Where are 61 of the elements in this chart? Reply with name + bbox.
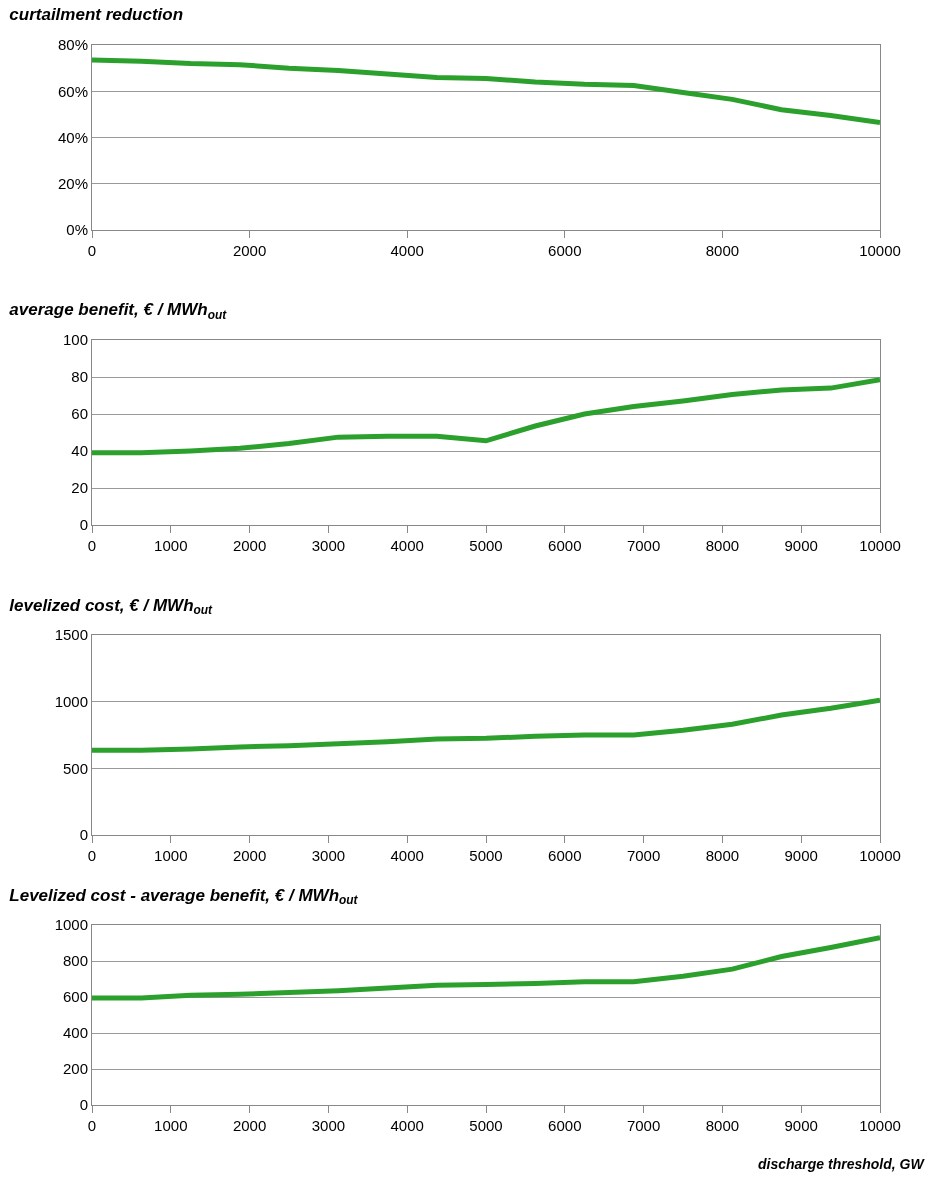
y-tick-label: 400 <box>62 1024 88 1042</box>
x-tick-label: 4000 <box>390 242 424 259</box>
y-tick-label: 500 <box>62 759 88 777</box>
y-tick-label: 40% <box>57 128 88 146</box>
x-tick-label: 4000 <box>390 537 424 554</box>
x-tick-label: 10000 <box>859 242 901 259</box>
y-tick-label: 80 <box>71 368 88 386</box>
x-tick-label: 5000 <box>469 847 503 864</box>
x-tick-label: 3000 <box>311 537 346 554</box>
x-tick-label: 6000 <box>548 242 582 259</box>
x-tick-label: 8000 <box>705 847 740 864</box>
chart-title: levelized cost, € / MWh$_{out}$ <box>9 595 214 618</box>
x-tick-label: 6000 <box>548 537 582 554</box>
y-tick-label: 600 <box>62 988 88 1006</box>
x-tick-label: 7000 <box>626 537 661 554</box>
x-tick-label: 3000 <box>311 847 346 864</box>
x-tick-label: 5000 <box>469 1117 503 1134</box>
chart-title: Levelized cost - average benefit, € / MWh$_{out}$ <box>9 885 359 908</box>
y-tick-label: 0 <box>79 516 88 534</box>
x-tick-label: 5000 <box>469 537 503 554</box>
y-tick-label: 100 <box>62 331 88 349</box>
chart-title: curtailment reduction <box>9 5 184 25</box>
y-tick-label: 200 <box>62 1060 88 1078</box>
chart-title: average benefit, € / MWh$_{out}$ <box>9 300 228 322</box>
y-tick-label: 60 <box>71 405 88 423</box>
x-tick-label: 2000 <box>232 242 267 259</box>
y-tick-label: 1000 <box>54 692 88 710</box>
x-tick-label: 7000 <box>626 1117 661 1134</box>
x-tick-label: 8000 <box>705 242 740 259</box>
x-tick-label: 7000 <box>626 847 661 864</box>
y-tick-label: 80% <box>57 36 88 54</box>
x-tick-label: 10000 <box>859 537 901 554</box>
x-axis-title: discharge threshold, GW <box>758 1156 926 1172</box>
y-tick-label: 20% <box>57 175 88 192</box>
x-tick-label: 6000 <box>548 847 582 864</box>
x-tick-label: 4000 <box>390 1117 424 1134</box>
x-tick-label: 2000 <box>232 537 267 554</box>
x-tick-label: 8000 <box>705 1117 740 1134</box>
x-tick-label: 8000 <box>705 537 740 554</box>
x-tick-label: 4000 <box>390 847 424 864</box>
y-tick-label: 20 <box>71 479 88 497</box>
x-tick-label: 1000 <box>154 847 188 864</box>
x-tick-label: 2000 <box>232 1117 267 1134</box>
y-tick-label: 0 <box>79 826 88 844</box>
x-tick-label: 6000 <box>548 1117 582 1134</box>
y-tick-label: 1500 <box>54 626 88 644</box>
y-tick-label: 0 <box>79 1096 88 1114</box>
y-tick-label: 40 <box>71 442 88 460</box>
x-tick-label: 9000 <box>784 847 818 864</box>
y-tick-label: 60% <box>57 82 88 100</box>
x-tick-label: 3000 <box>311 1117 346 1134</box>
y-tick-label: 800 <box>62 952 88 970</box>
x-tick-label: 9000 <box>784 1117 818 1134</box>
y-tick-label: 0% <box>66 221 88 239</box>
x-tick-label: 9000 <box>784 537 818 554</box>
y-tick-label: 1000 <box>54 916 88 934</box>
x-tick-label: 1000 <box>154 537 188 554</box>
x-tick-label: 1000 <box>154 1117 188 1134</box>
x-tick-label: 10000 <box>859 1117 901 1134</box>
x-tick-label: 10000 <box>859 847 901 864</box>
x-tick-label: 2000 <box>232 847 267 864</box>
